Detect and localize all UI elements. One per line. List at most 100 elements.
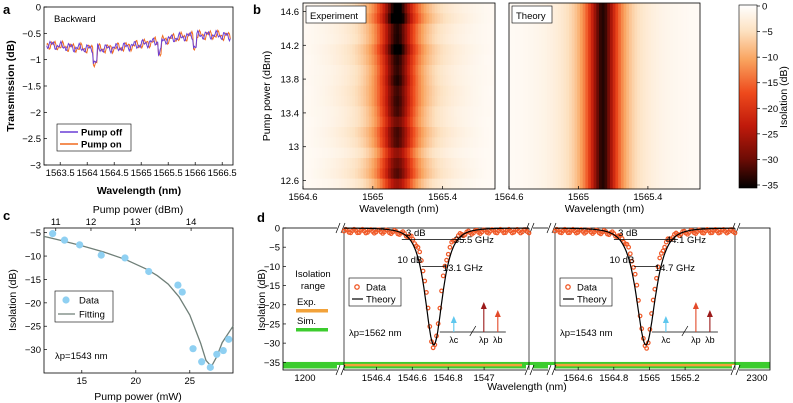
panel-b-heatmap-cell: [409, 23, 414, 35]
panel-b-heatmap-cell: [407, 178, 411, 190]
panel-b-heatmap-cell: [596, 3, 600, 190]
panel-b-heatmap-cell: [319, 85, 323, 97]
panel-c-data-point: [121, 254, 129, 262]
panel-b-heatmap-cell: [333, 96, 337, 107]
panel-b-heatmap-cell: [404, 137, 408, 149]
panel-d-ytick-label: −5: [269, 243, 280, 254]
panel-b-heatmap-cell: [481, 75, 485, 87]
panel-b-heatmap-cell: [481, 147, 485, 159]
panel-b-heatmap-cell: [355, 96, 359, 107]
panel-a-xtick-label: 1566: [185, 168, 206, 179]
panel-b-heatmap-cell: [319, 158, 323, 169]
panel-d-data-point: [631, 264, 636, 270]
panel-b-heatmap-cell: [484, 178, 488, 190]
panel-b-heatmap-cell: [352, 168, 356, 180]
panel-b-heatmap-cell: [401, 147, 406, 159]
panel-b-heatmap-cell: [420, 106, 425, 118]
panel-b-heatmap-cell: [305, 34, 310, 45]
panel-b-heatmap-cell: [492, 23, 496, 35]
panel-b-heatmap-cell: [311, 158, 315, 169]
panel-b-heatmap-cell: [303, 158, 307, 169]
panel-b-heatmap-cell: [475, 44, 480, 56]
panel-b-heatmap-cell: [319, 137, 323, 149]
panel-b-heatmap-cell: [357, 44, 362, 56]
panel-c-data-point: [178, 288, 186, 296]
panel-d-3db-width-label: 44.1 GHz: [666, 235, 706, 246]
panel-b-heatmap-cell: [475, 13, 480, 25]
panel-b-heatmap-cell: [303, 147, 307, 159]
panel-b-heatmap-cell: [313, 106, 318, 118]
panel-d-data-point: [732, 230, 738, 236]
panel-b-heatmap-cell: [311, 44, 315, 56]
panel-b-heatmap-cell: [464, 158, 469, 169]
panel-b-heatmap-cell: [418, 106, 422, 118]
panel-c-data-point: [206, 363, 214, 371]
panel-b-heatmap-cell: [393, 85, 397, 97]
panel-b-heatmap-cell: [404, 158, 408, 169]
panel-b-heatmap-cell: [390, 13, 395, 25]
panel-b-heatmap-cell: [484, 44, 488, 56]
panel-b-heatmap-cell: [456, 65, 460, 76]
panel-c-xlabel: Pump power (mW): [94, 391, 182, 403]
panel-b-heatmap-cell: [409, 147, 414, 159]
panel-b-heatmap-cell: [448, 3, 452, 14]
panel-b-subplot-label-box: [305, 5, 367, 24]
panel-b-heatmap-cell: [569, 3, 573, 190]
panel-d-data-point: [634, 282, 640, 288]
panel-c-data-point: [174, 281, 182, 289]
panel-b-heatmap-cell: [445, 75, 449, 87]
panel-b-heatmap-cell: [371, 137, 375, 149]
panel-b-heatmap-cell: [404, 168, 408, 180]
panel-b-heatmap-cell: [645, 3, 649, 190]
panel-b-heatmap-cell: [484, 158, 488, 169]
panel-b-heatmap-cell: [368, 96, 373, 107]
panel-b-heatmap-cell: [415, 127, 419, 138]
panel-c-data-point: [219, 346, 227, 355]
panel-b-heatmap-cell: [399, 96, 403, 107]
panel-b-heatmap-cell: [355, 158, 359, 169]
panel-b-heatmap-cell: [437, 96, 441, 107]
panel-b-heatmap-cell: [390, 34, 395, 45]
panel-b-heatmap-cell: [313, 23, 318, 35]
panel-b-heatmap-cell: [363, 168, 367, 180]
panel-b-heatmap-cell: [456, 158, 460, 169]
panel-b-heatmap-cell: [453, 106, 458, 118]
panel-b-heatmap-cell: [448, 96, 452, 107]
panel-d-data-point: [637, 313, 643, 319]
panel-b-heatmap-cell: [360, 23, 364, 35]
panel-b-heatmap-cell: [552, 3, 556, 190]
panel-d-theory-line: [555, 227, 735, 346]
panel-b-heatmap-cell: [467, 3, 471, 14]
panel-b-heatmap-cell: [360, 147, 364, 159]
panel-b-heatmap-cell: [341, 116, 345, 128]
panel-b-heatmap-cell: [448, 13, 452, 25]
panel-b-heatmap-cell: [484, 96, 488, 107]
panel-b-heatmap-cell: [412, 75, 417, 87]
panel-b-heatmap-cell: [434, 158, 438, 169]
panel-b-heatmap-cell: [426, 168, 430, 180]
panel-b-heatmap-cell: [440, 3, 444, 14]
panel-c-ytick-label: −30: [25, 345, 41, 356]
panel-b-heatmap-cell: [363, 137, 367, 149]
panel-b-heatmap-cell: [689, 3, 693, 190]
panel-b-heatmap-cell: [303, 168, 307, 180]
panel-b-heatmap-cell: [390, 3, 395, 14]
panel-b-heatmap-cell: [349, 34, 353, 45]
panel-b-heatmap-cell: [366, 85, 370, 97]
panel-c-data-point: [213, 350, 221, 358]
panel-b-heatmap-cell: [322, 168, 326, 180]
panel-b-heatmap-cell: [470, 96, 474, 107]
panel-b-heatmap-cell: [478, 54, 482, 66]
panel-b-heatmap-cell: [388, 96, 392, 107]
panel-b-heatmap-cell: [308, 116, 312, 128]
panel-b-heatmap-cell: [355, 178, 359, 190]
panel-b-heatmap-cell: [316, 127, 321, 138]
panel-d-3db-width-label: 35.5 GHz: [454, 235, 494, 246]
panel-a-xtick-label: 1565.5: [154, 168, 183, 179]
panel-b-heatmap-cell: [473, 137, 477, 149]
panel-b-heatmap-cell: [303, 13, 307, 25]
panel-b-heatmap-cell: [335, 44, 340, 56]
panel-b-heatmap-cell: [478, 85, 482, 97]
panel-b-heatmap-cell: [401, 158, 406, 169]
panel-b-heatmap-cell: [399, 34, 403, 45]
